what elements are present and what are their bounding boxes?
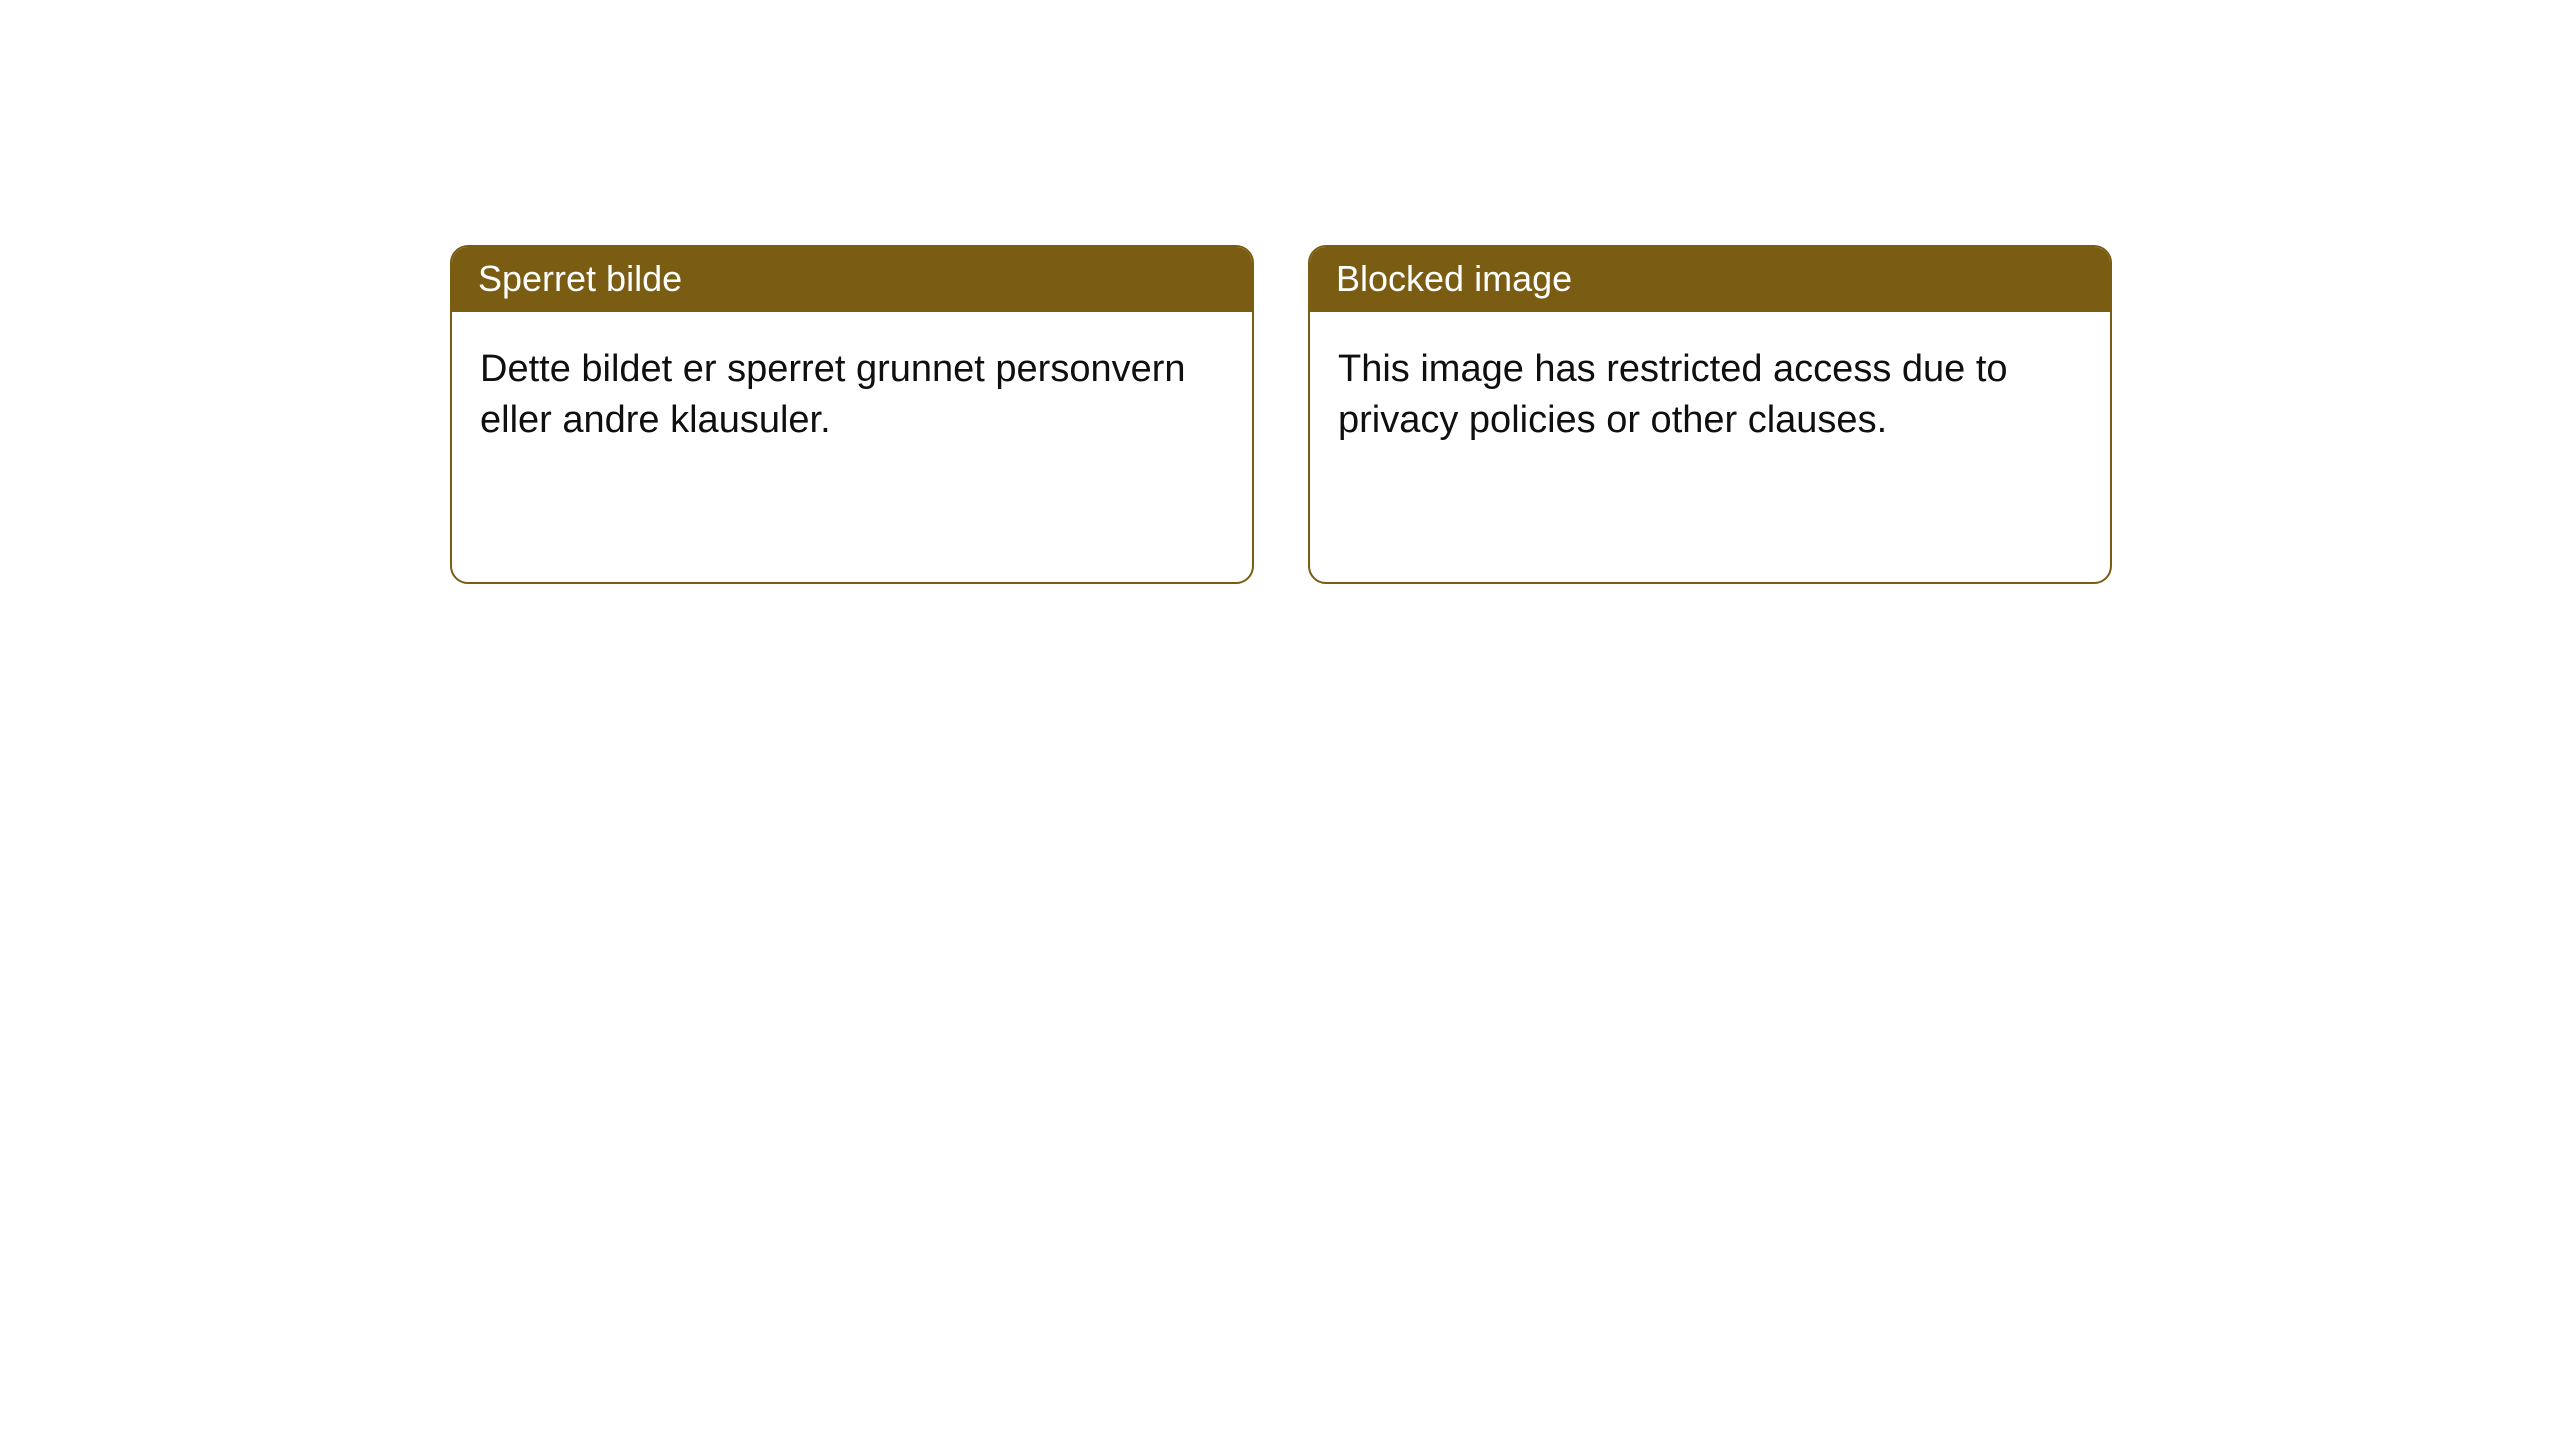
- notice-header: Blocked image: [1310, 247, 2110, 312]
- notice-body: Dette bildet er sperret grunnet personve…: [452, 312, 1252, 582]
- notice-container: Sperret bilde Dette bildet er sperret gr…: [450, 245, 2112, 584]
- notice-box-english: Blocked image This image has restricted …: [1308, 245, 2112, 584]
- notice-header: Sperret bilde: [452, 247, 1252, 312]
- notice-box-norwegian: Sperret bilde Dette bildet er sperret gr…: [450, 245, 1254, 584]
- notice-body: This image has restricted access due to …: [1310, 312, 2110, 582]
